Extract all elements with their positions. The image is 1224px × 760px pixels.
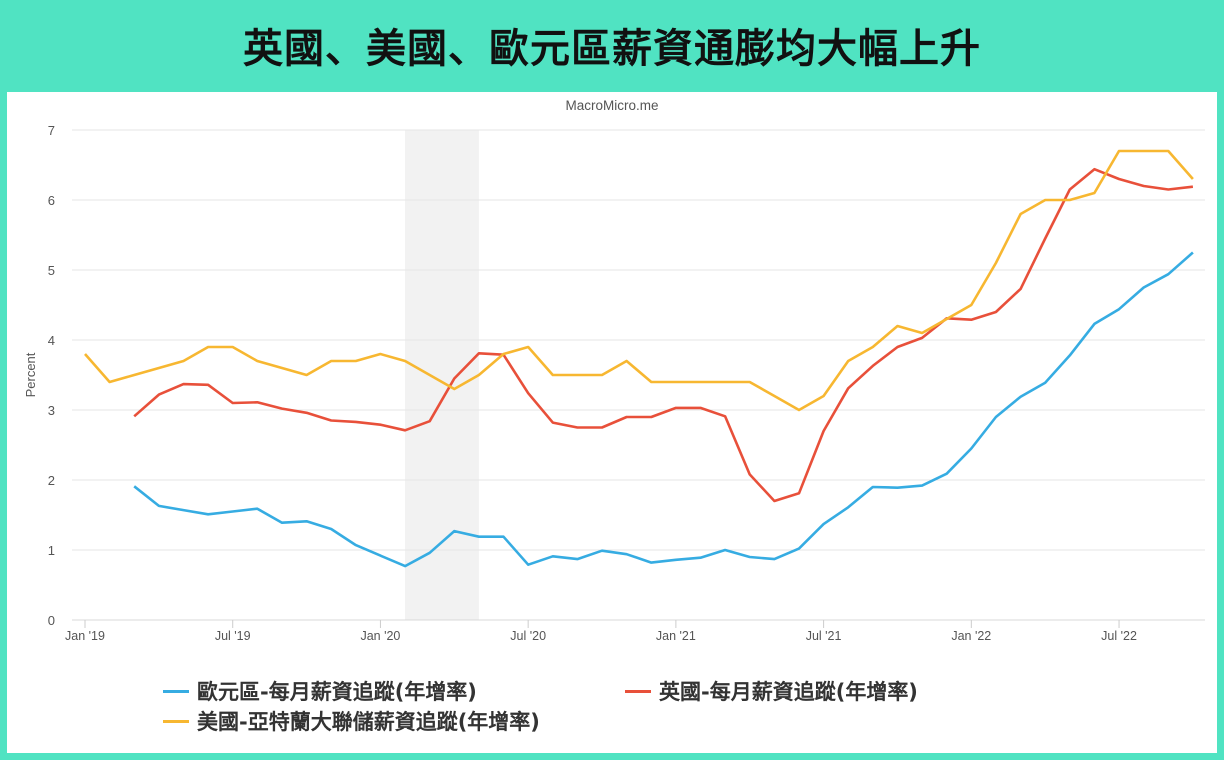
x-tick-label: Jul '19 [215, 629, 251, 643]
legend-item-eurozone[interactable]: 歐元區-每月薪資追蹤(年增率) [163, 676, 477, 706]
chart-credit: MacroMicro.me [565, 98, 658, 113]
y-tick-label: 7 [48, 123, 55, 138]
series-line-2 [84, 149, 1194, 412]
page-title: 英國、美國、歐元區薪資通膨均大幅上升 [243, 26, 981, 72]
x-tick-label: Jul '22 [1101, 629, 1137, 643]
legend-swatch [163, 719, 189, 723]
y-tick-label: 0 [48, 613, 55, 628]
series-line-1 [133, 167, 1194, 503]
y-tick-label: 6 [48, 193, 55, 208]
legend-item-us[interactable]: 美國-亞特蘭大聯儲薪資追蹤(年增率) [163, 706, 540, 736]
y-tick-label: 4 [48, 333, 55, 348]
shaded-band [405, 130, 479, 620]
legend-label: 美國-亞特蘭大聯儲薪資追蹤(年增率) [197, 710, 540, 734]
legend-label: 歐元區-每月薪資追蹤(年增率) [197, 680, 477, 704]
x-tick-label: Jan '20 [360, 629, 400, 643]
legend-swatch [163, 689, 189, 693]
legend-swatch [625, 689, 651, 693]
y-tick-label: 2 [48, 473, 55, 488]
x-tick-label: Jul '20 [510, 629, 546, 643]
y-tick-label: 3 [48, 403, 55, 418]
legend-label: 英國-每月薪資追蹤(年增率) [659, 680, 918, 704]
x-tick-label: Jan '22 [951, 629, 991, 643]
x-tick-label: Jan '19 [65, 629, 105, 643]
x-tick-label: Jul '21 [806, 629, 842, 643]
y-tick-label: 1 [48, 543, 55, 558]
y-tick-label: 5 [48, 263, 55, 278]
series-line-0 [133, 251, 1194, 568]
legend-item-uk[interactable]: 英國-每月薪資追蹤(年增率) [625, 676, 918, 706]
x-tick-label: Jan '21 [656, 629, 696, 643]
y-axis-label: Percent [23, 352, 38, 397]
